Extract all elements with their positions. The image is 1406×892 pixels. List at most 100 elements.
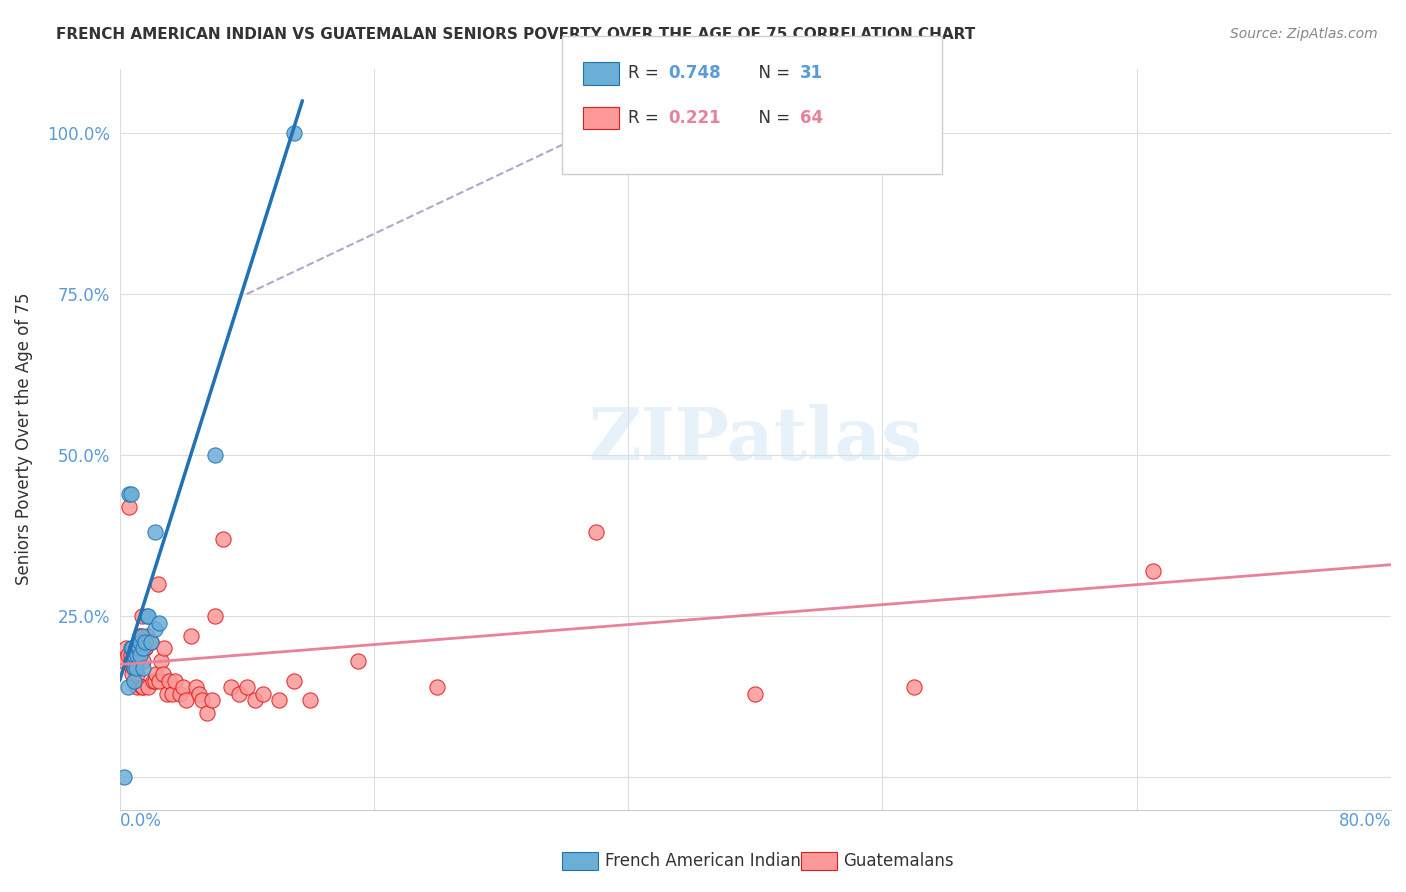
Point	[124, 661, 146, 675]
Point	[129, 629, 152, 643]
Point	[127, 641, 149, 656]
Point	[165, 673, 187, 688]
Point	[744, 687, 766, 701]
Point	[180, 629, 202, 643]
Point	[143, 525, 166, 540]
Point	[228, 687, 250, 701]
Point	[267, 693, 290, 707]
Point	[120, 654, 142, 668]
Text: 0.748: 0.748	[668, 64, 720, 82]
Point	[122, 661, 145, 675]
Point	[283, 673, 305, 688]
Point	[184, 680, 207, 694]
Point	[157, 673, 180, 688]
Point	[121, 667, 143, 681]
Point	[117, 680, 139, 694]
Point	[191, 693, 214, 707]
Point	[134, 641, 156, 656]
Point	[204, 609, 226, 624]
Point	[142, 673, 165, 688]
Point	[121, 654, 143, 668]
Point	[120, 648, 142, 662]
Point	[132, 680, 155, 694]
Point	[201, 693, 224, 707]
Point	[136, 609, 159, 624]
Point	[212, 532, 235, 546]
Point	[134, 641, 156, 656]
Point	[149, 654, 172, 668]
Point	[129, 629, 152, 643]
Point	[112, 770, 135, 784]
Point	[127, 680, 149, 694]
Point	[127, 667, 149, 681]
Point	[188, 687, 211, 701]
Text: N =: N =	[748, 64, 796, 82]
Text: 0.221: 0.221	[668, 109, 720, 127]
Point	[252, 687, 274, 701]
Point	[128, 641, 150, 656]
Text: Source: ZipAtlas.com: Source: ZipAtlas.com	[1230, 27, 1378, 41]
Point	[122, 648, 145, 662]
Point	[152, 667, 174, 681]
Point	[121, 661, 143, 675]
Point	[118, 487, 141, 501]
Point	[204, 448, 226, 462]
Point	[124, 654, 146, 668]
Point	[195, 706, 218, 720]
Point	[129, 648, 152, 662]
Point	[115, 641, 138, 656]
Point	[124, 641, 146, 656]
Text: French American Indians: French American Indians	[605, 852, 810, 870]
Point	[243, 693, 266, 707]
Text: R =: R =	[628, 109, 665, 127]
Point	[132, 654, 155, 668]
Point	[143, 673, 166, 688]
Text: N =: N =	[748, 109, 796, 127]
Point	[136, 680, 159, 694]
Point	[143, 622, 166, 636]
Point	[124, 641, 146, 656]
Point	[160, 687, 183, 701]
Point	[132, 641, 155, 656]
Point	[426, 680, 449, 694]
Text: 31: 31	[800, 64, 823, 82]
Point	[131, 609, 153, 624]
Point	[118, 500, 141, 514]
Point	[112, 654, 135, 668]
Point	[169, 687, 191, 701]
Point	[153, 641, 176, 656]
Point	[122, 648, 145, 662]
Point	[145, 667, 167, 681]
Text: R =: R =	[628, 64, 665, 82]
Point	[127, 648, 149, 662]
Point	[141, 635, 163, 649]
Point	[124, 641, 146, 656]
Point	[134, 635, 156, 649]
Point	[283, 126, 305, 140]
Point	[120, 487, 142, 501]
Point	[122, 661, 145, 675]
Point	[131, 629, 153, 643]
Point	[172, 680, 194, 694]
Point	[219, 680, 242, 694]
Point	[176, 693, 198, 707]
Text: 64: 64	[800, 109, 823, 127]
Point	[132, 661, 155, 675]
Point	[146, 577, 169, 591]
Point	[131, 680, 153, 694]
Point	[122, 673, 145, 688]
Point	[148, 673, 170, 688]
Point	[141, 635, 163, 649]
Point	[135, 609, 157, 624]
Text: 80.0%: 80.0%	[1339, 812, 1391, 830]
Text: 0.0%: 0.0%	[120, 812, 162, 830]
Point	[139, 635, 162, 649]
Text: FRENCH AMERICAN INDIAN VS GUATEMALAN SENIORS POVERTY OVER THE AGE OF 75 CORRELAT: FRENCH AMERICAN INDIAN VS GUATEMALAN SEN…	[56, 27, 976, 42]
Point	[148, 615, 170, 630]
Point	[128, 648, 150, 662]
Text: ZIPatlas: ZIPatlas	[588, 403, 922, 475]
Point	[121, 641, 143, 656]
Point	[299, 693, 322, 707]
Text: Guatemalans: Guatemalans	[844, 852, 955, 870]
Point	[585, 525, 607, 540]
